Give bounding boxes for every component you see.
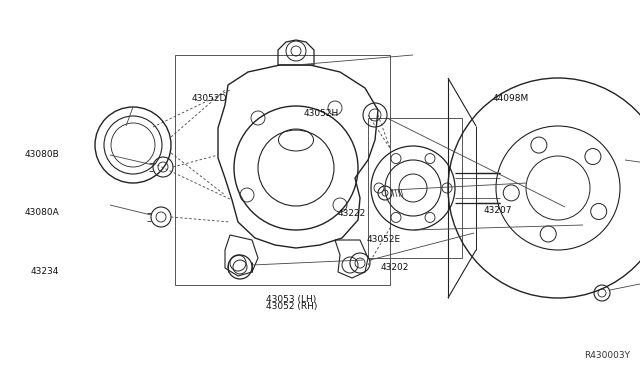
Bar [175,55,390,285]
Text: 43080B: 43080B [24,150,59,159]
Text: R430003Y: R430003Y [584,351,630,360]
Text: 43222: 43222 [338,209,366,218]
Bar [368,118,462,258]
Text: 44098M: 44098M [493,94,529,103]
Text: 43234: 43234 [31,267,59,276]
Text: 43052 (RH): 43052 (RH) [266,302,317,311]
Text: 43052E: 43052E [366,235,400,244]
Text: 43207: 43207 [483,206,512,215]
Text: 43052H: 43052H [304,109,339,118]
Text: 43080A: 43080A [24,208,59,217]
Text: 43202: 43202 [381,263,409,272]
Text: 43052D: 43052D [192,94,227,103]
Text: 43053 (LH): 43053 (LH) [266,295,316,304]
